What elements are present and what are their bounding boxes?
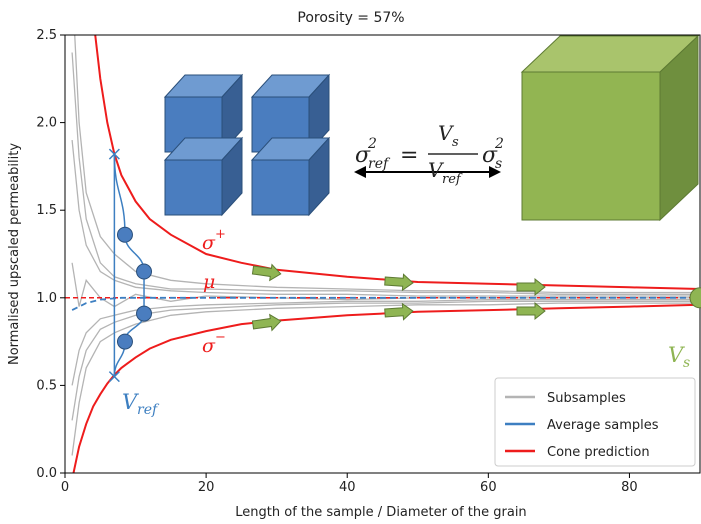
- formula: σ 2 ref = V s V ref σ 2 s: [355, 121, 504, 187]
- x-tick-label: 40: [339, 480, 356, 495]
- formula-rhs-sup: 2: [494, 136, 504, 152]
- formula-lhs-sup: 2: [367, 136, 377, 152]
- distribution-point: [137, 306, 152, 321]
- y-tick-label: 2.0: [36, 116, 57, 131]
- blue-cubes: [165, 75, 329, 215]
- distribution-point: [117, 227, 132, 242]
- distribution-point: [137, 264, 152, 279]
- y-tick-label: 0.0: [36, 466, 57, 481]
- sigma-plus: σ: [202, 232, 216, 254]
- x-tick-label: 0: [61, 480, 69, 495]
- chart-title: Porosity = 57%: [297, 10, 404, 26]
- legend-label: Subsamples: [547, 391, 626, 406]
- distribution-point: [117, 334, 132, 349]
- legend-label: Average samples: [547, 418, 659, 433]
- chart: σ 2 ref = V s V ref σ 2 s σ + μ σ − V re…: [0, 0, 701, 524]
- sigma-minus: σ: [202, 335, 216, 357]
- y-tick-label: 0.5: [36, 378, 57, 393]
- x-tick-label: 80: [621, 480, 638, 495]
- x-tick-label: 20: [198, 480, 215, 495]
- mu-label: μ: [203, 271, 215, 293]
- formula-num-sub: s: [452, 135, 459, 150]
- v-ref-sub: ref: [137, 402, 160, 418]
- formula-lhs-sub: ref: [368, 156, 391, 172]
- v-s-sub: s: [683, 355, 690, 371]
- y-tick-label: 2.5: [36, 28, 57, 43]
- legend: Subsamples Average samples Cone prediction: [495, 378, 695, 466]
- sigma-plus-sup: +: [215, 227, 226, 242]
- y-tick-label: 1.0: [36, 291, 57, 306]
- y-tick-label: 1.5: [36, 203, 57, 218]
- green-cube: [522, 36, 698, 220]
- x-axis-label: Length of the sample / Diameter of the g…: [235, 505, 526, 520]
- formula-den-sub: ref: [442, 172, 463, 187]
- sigma-minus-sup: −: [215, 330, 226, 345]
- formula-eq: =: [400, 143, 418, 168]
- x-tick-label: 60: [480, 480, 497, 495]
- y-axis-label: Normalised upscaled permeability: [7, 143, 22, 365]
- legend-label: Cone prediction: [547, 445, 650, 460]
- formula-rhs-sub: s: [495, 156, 502, 172]
